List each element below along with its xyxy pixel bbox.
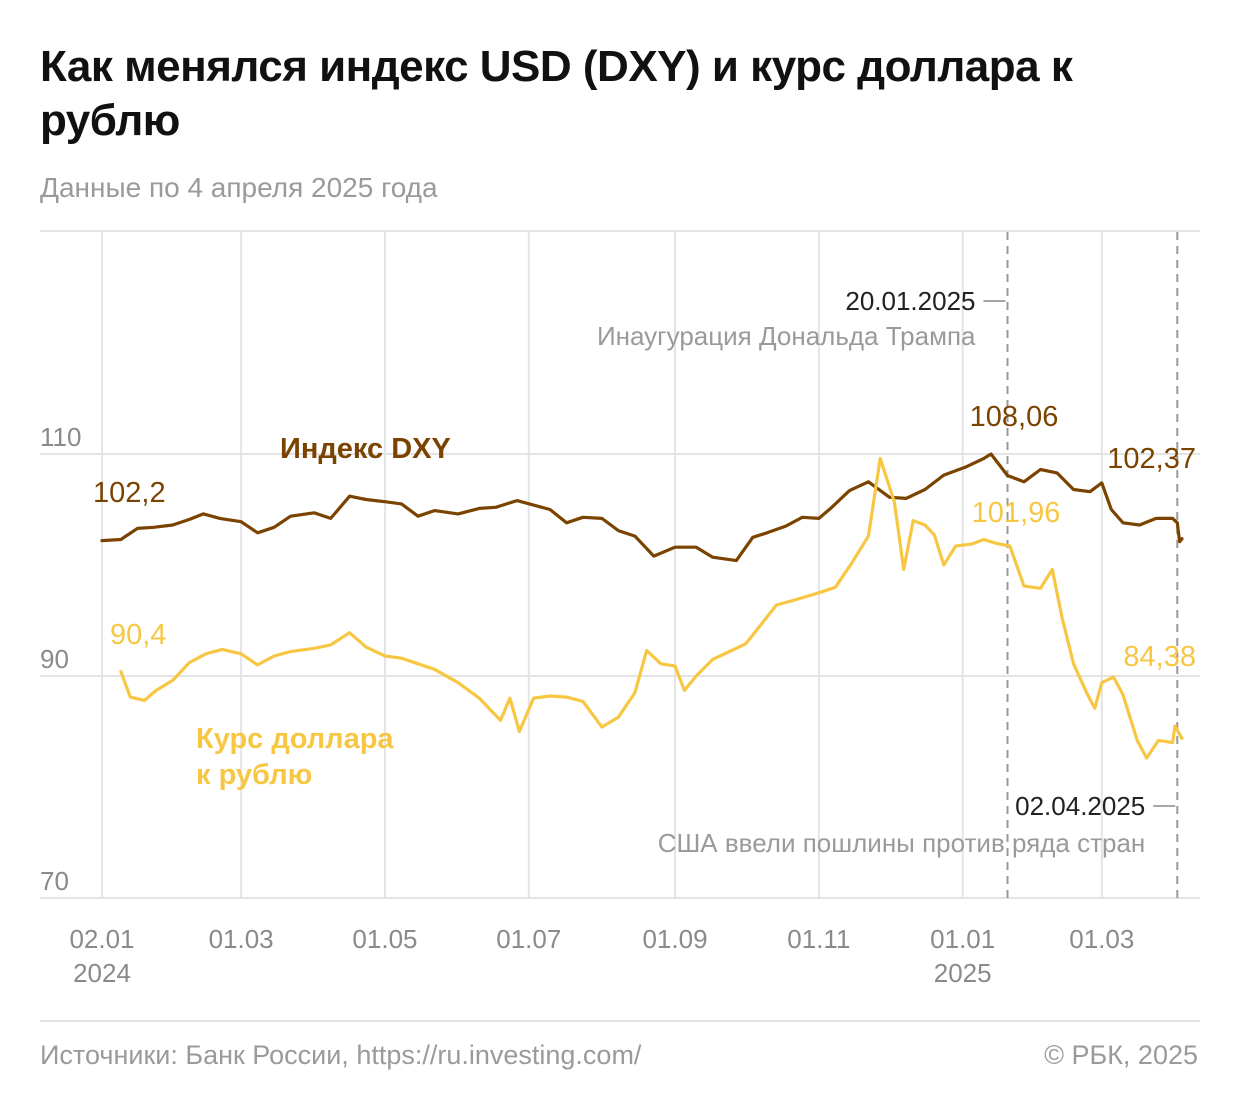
y-tick-label: 90 [40,644,69,674]
annotation-date: 02.04.2025 [1015,791,1145,821]
dxy-series-label: Индекс DXY [280,433,451,465]
x-tick-label: 01.03 [1069,924,1134,954]
rub-series-label: Курс доллара [196,723,394,755]
x-tick-label: 01.11 [787,924,850,954]
bottom-divider [40,1020,1200,1022]
y-tick-label: 70 [40,866,69,896]
annotation-text: Инаугурация Дональда Трампа [597,321,976,351]
x-tick-label: 02.01 [69,924,134,954]
y-tick-label: 110 [40,422,81,452]
dxy-peak-value: 108,06 [970,401,1059,433]
x-tick-label: 01.03 [209,924,274,954]
x-tick-label: 01.09 [642,924,707,954]
top-divider [40,230,1200,232]
annotation-date: 20.01.2025 [845,286,975,316]
sources-note: Источники: Банк России, https://ru.inves… [40,1040,642,1070]
dxy-start-value: 102,2 [93,477,166,509]
page-title: Как менялся индекс USD (DXY) и курс долл… [40,42,1073,145]
x-tick-label: 01.05 [352,924,417,954]
annotation-text: США ввели пошлины против ряда стран [658,828,1146,858]
copyright: © РБК, 2025 [1044,1040,1198,1070]
x-tick-label: 01.07 [496,924,561,954]
subtitle: Данные по 4 апреля 2025 года [40,172,438,203]
dxy-end-value: 102,37 [1107,443,1196,475]
x-tick-label: 01.01 [930,924,995,954]
rub-start-value: 90,4 [110,619,166,651]
dxy-line [100,452,1184,563]
rub-line [119,456,1184,760]
rub-series-label-2: к рублю [196,759,312,791]
rub-peak-value: 101,96 [972,497,1061,529]
x-tick-year: 2025 [934,958,992,988]
rub-end-value: 84,38 [1123,641,1196,673]
x-tick-year: 2024 [73,958,131,988]
